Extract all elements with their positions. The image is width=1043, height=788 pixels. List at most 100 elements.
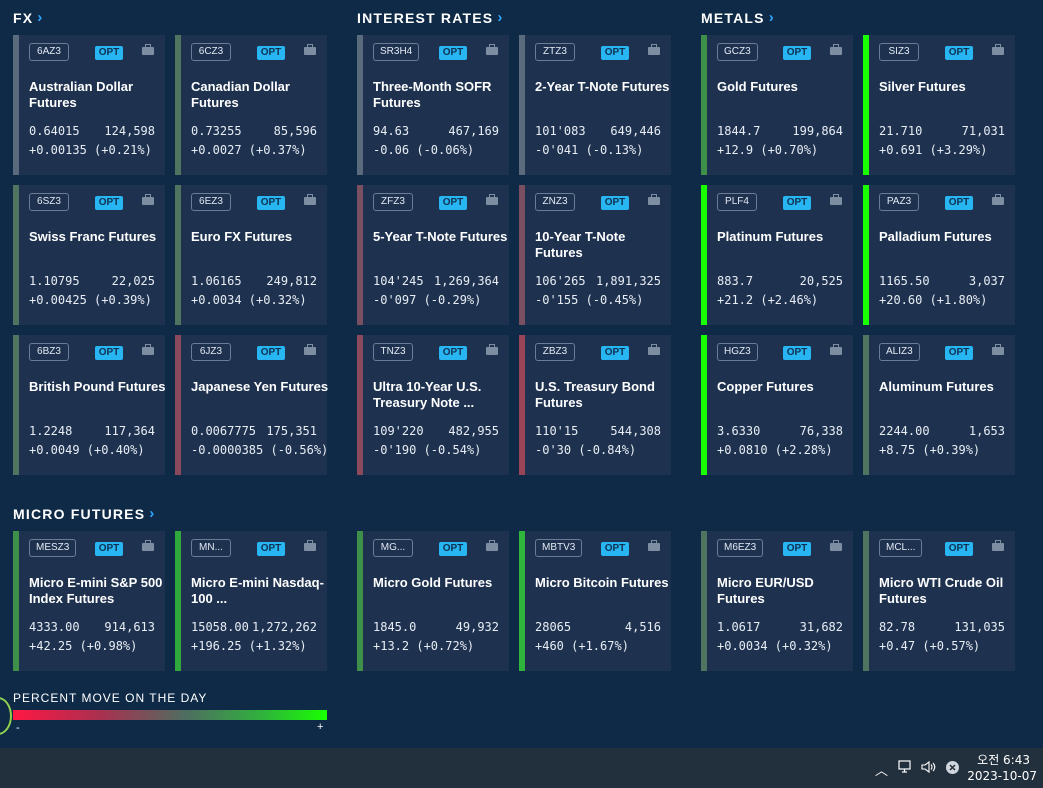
contract-code[interactable]: MBTV3 bbox=[535, 539, 583, 557]
futures-card[interactable]: PLF4 OPT Platinum Futures 883.7 20,525 +21.2 … bbox=[701, 185, 853, 325]
briefcase-icon[interactable] bbox=[830, 194, 842, 205]
futures-card[interactable]: TNZ3 OPT Ultra 10-Year U.S. Treasury Note … bbox=[357, 335, 509, 475]
briefcase-icon[interactable] bbox=[486, 344, 498, 355]
contract-code[interactable]: MCL... bbox=[879, 539, 923, 557]
briefcase-icon[interactable] bbox=[648, 194, 660, 205]
futures-card[interactable]: SIZ3 OPT Silver Futures 21.710 71,031 +0.691 … bbox=[863, 35, 1015, 175]
futures-card[interactable]: M6EZ3 OPT Micro EUR/USD Futures 1.0617 31,68… bbox=[701, 531, 853, 671]
briefcase-icon[interactable] bbox=[142, 540, 154, 551]
briefcase-icon[interactable] bbox=[304, 540, 316, 551]
contract-code[interactable]: MG... bbox=[373, 539, 413, 557]
contract-code[interactable]: ALIZ3 bbox=[879, 343, 920, 361]
futures-card[interactable]: 6JZ3 OPT Japanese Yen Futures 0.0067775 175,… bbox=[175, 335, 328, 475]
options-badge[interactable]: OPT bbox=[439, 542, 467, 556]
briefcase-icon[interactable] bbox=[142, 344, 154, 355]
futures-card[interactable]: GCZ3 OPT Gold Futures 1844.7 199,864 +12.9 (+… bbox=[701, 35, 853, 175]
options-badge[interactable]: OPT bbox=[601, 542, 629, 556]
contract-code[interactable]: 6BZ3 bbox=[29, 343, 69, 361]
clock-time[interactable]: 오전 6:43 bbox=[977, 753, 1030, 767]
futures-card[interactable]: MN... OPT Micro E-mini Nasdaq-100 ... 15058… bbox=[175, 531, 327, 671]
futures-card[interactable]: MESZ3 OPT Micro E-mini S&P 500 Index Futur… bbox=[13, 531, 165, 671]
options-badge[interactable]: OPT bbox=[257, 346, 285, 360]
options-badge[interactable]: OPT bbox=[945, 346, 973, 360]
futures-card[interactable]: 6EZ3 OPT Euro FX Futures 1.06165 249,812 +0.0… bbox=[175, 185, 327, 325]
options-badge[interactable]: OPT bbox=[257, 196, 285, 210]
futures-card[interactable]: ALIZ3 OPT Aluminum Futures 2244.00 1,653 +8.7… bbox=[863, 335, 1015, 475]
briefcase-icon[interactable] bbox=[486, 194, 498, 205]
chevron-up-icon[interactable]: ︿ bbox=[875, 764, 889, 779]
briefcase-icon[interactable] bbox=[304, 194, 316, 205]
options-badge[interactable]: OPT bbox=[95, 196, 123, 210]
contract-code[interactable]: 6SZ3 bbox=[29, 193, 69, 211]
briefcase-icon[interactable] bbox=[830, 540, 842, 551]
clock-date[interactable]: 2023-10-07 bbox=[967, 769, 1037, 783]
briefcase-icon[interactable] bbox=[648, 44, 660, 55]
contract-code[interactable]: SIZ3 bbox=[879, 43, 919, 61]
speaker-icon[interactable] bbox=[921, 760, 937, 778]
options-badge[interactable]: OPT bbox=[601, 196, 629, 210]
futures-card[interactable]: HGZ3 OPT Copper Futures 3.6330 76,338 +0.0810… bbox=[701, 335, 853, 475]
options-badge[interactable]: OPT bbox=[601, 346, 629, 360]
options-badge[interactable]: OPT bbox=[439, 196, 467, 210]
futures-card[interactable]: ZTZ3 OPT 2-Year T-Note Futures 101'083 649,4… bbox=[519, 35, 671, 175]
briefcase-icon[interactable] bbox=[992, 44, 1004, 55]
assistant-bubble-icon[interactable] bbox=[0, 697, 12, 735]
briefcase-icon[interactable] bbox=[486, 44, 498, 55]
futures-card[interactable]: ZBZ3 OPT U.S. Treasury Bond Futures 110'15 5… bbox=[519, 335, 671, 475]
options-badge[interactable]: OPT bbox=[783, 196, 811, 210]
contract-code[interactable]: ZTZ3 bbox=[535, 43, 575, 61]
network-icon[interactable] bbox=[898, 760, 914, 778]
futures-card[interactable]: 6AZ3 OPT Australian Dollar Futures 0.64015 1… bbox=[13, 35, 165, 175]
options-badge[interactable]: OPT bbox=[95, 542, 123, 556]
contract-code[interactable]: PLF4 bbox=[717, 193, 757, 211]
futures-card[interactable]: ZFZ3 OPT 5-Year T-Note Futures 104'245 1,269… bbox=[357, 185, 509, 325]
section-metals[interactable]: METALS › bbox=[701, 9, 775, 26]
futures-card[interactable]: ZNZ3 OPT 10-Year T-Note Futures 106'265 1,89… bbox=[519, 185, 671, 325]
options-badge[interactable]: OPT bbox=[439, 346, 467, 360]
options-badge[interactable]: OPT bbox=[783, 542, 811, 556]
section-micro-futures[interactable]: MICRO FUTURES › bbox=[13, 505, 155, 522]
futures-card[interactable]: SR3H4 OPT Three-Month SOFR Futures 94.63 467… bbox=[357, 35, 509, 175]
briefcase-icon[interactable] bbox=[648, 344, 660, 355]
futures-card[interactable]: 6CZ3 OPT Canadian Dollar Futures 0.73255 85,… bbox=[175, 35, 327, 175]
contract-code[interactable]: 6CZ3 bbox=[191, 43, 231, 61]
futures-card[interactable]: MBTV3 OPT Micro Bitcoin Futures 28065 4,516 +… bbox=[519, 531, 671, 671]
contract-code[interactable]: 6JZ3 bbox=[191, 343, 231, 361]
contract-code[interactable]: GCZ3 bbox=[717, 43, 758, 61]
futures-card[interactable]: 6SZ3 OPT Swiss Franc Futures 1.10795 22,025 +… bbox=[13, 185, 165, 325]
briefcase-icon[interactable] bbox=[992, 194, 1004, 205]
briefcase-icon[interactable] bbox=[830, 344, 842, 355]
contract-code[interactable]: HGZ3 bbox=[717, 343, 758, 361]
options-badge[interactable]: OPT bbox=[439, 46, 467, 60]
briefcase-icon[interactable] bbox=[830, 44, 842, 55]
options-badge[interactable]: OPT bbox=[945, 196, 973, 210]
contract-code[interactable]: MN... bbox=[191, 539, 231, 557]
options-badge[interactable]: OPT bbox=[257, 542, 285, 556]
options-badge[interactable]: OPT bbox=[945, 46, 973, 60]
futures-card[interactable]: PAZ3 OPT Palladium Futures 1165.50 3,037 +20.… bbox=[863, 185, 1015, 325]
briefcase-icon[interactable] bbox=[304, 44, 316, 55]
briefcase-icon[interactable] bbox=[304, 344, 316, 355]
contract-code[interactable]: TNZ3 bbox=[373, 343, 413, 361]
options-badge[interactable]: OPT bbox=[783, 46, 811, 60]
options-badge[interactable]: OPT bbox=[95, 46, 123, 60]
contract-code[interactable]: ZFZ3 bbox=[373, 193, 413, 211]
briefcase-icon[interactable] bbox=[992, 540, 1004, 551]
briefcase-icon[interactable] bbox=[486, 540, 498, 551]
briefcase-icon[interactable] bbox=[992, 344, 1004, 355]
contract-code[interactable]: 6EZ3 bbox=[191, 193, 231, 211]
section-interest-rates[interactable]: INTEREST RATES › bbox=[357, 9, 504, 26]
briefcase-icon[interactable] bbox=[142, 44, 154, 55]
futures-card[interactable]: 6BZ3 OPT British Pound Futures 1.2248 117,36… bbox=[13, 335, 166, 475]
options-badge[interactable]: OPT bbox=[257, 46, 285, 60]
notification-off-icon[interactable] bbox=[945, 760, 960, 779]
contract-code[interactable]: M6EZ3 bbox=[717, 539, 764, 557]
section-fx[interactable]: FX › bbox=[13, 9, 44, 26]
briefcase-icon[interactable] bbox=[648, 540, 660, 551]
contract-code[interactable]: SR3H4 bbox=[373, 43, 420, 61]
options-badge[interactable]: OPT bbox=[945, 542, 973, 556]
contract-code[interactable]: ZBZ3 bbox=[535, 343, 575, 361]
options-badge[interactable]: OPT bbox=[95, 346, 123, 360]
futures-card[interactable]: MG... OPT Micro Gold Futures 1845.0 49,932 +1… bbox=[357, 531, 509, 671]
contract-code[interactable]: ZNZ3 bbox=[535, 193, 575, 211]
